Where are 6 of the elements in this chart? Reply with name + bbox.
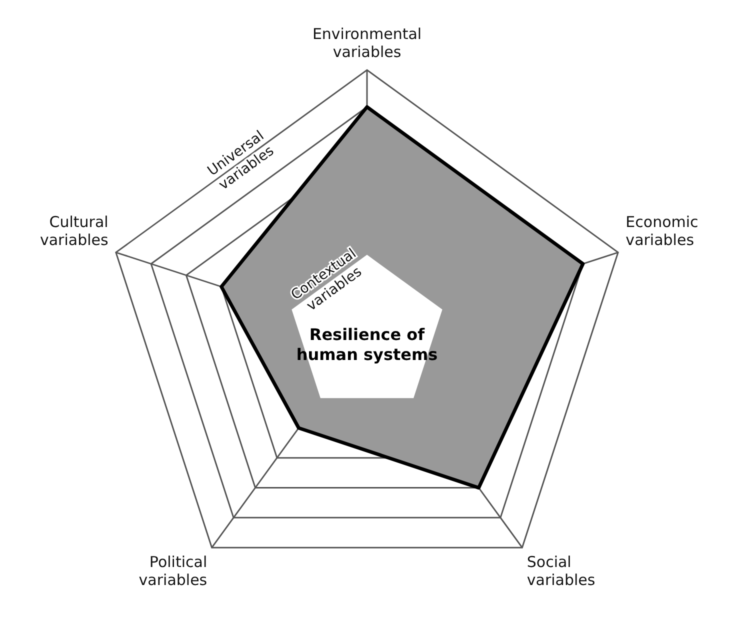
spoke-label: Economic variables [626, 212, 698, 249]
spoke-label: Cultural variables [40, 212, 108, 249]
spoke-label: Environmental variables [312, 24, 422, 61]
text: Resilience of human systems [296, 325, 438, 364]
spoke-label: Social variables [526, 552, 596, 589]
spoke-label: Political variables [138, 552, 208, 589]
